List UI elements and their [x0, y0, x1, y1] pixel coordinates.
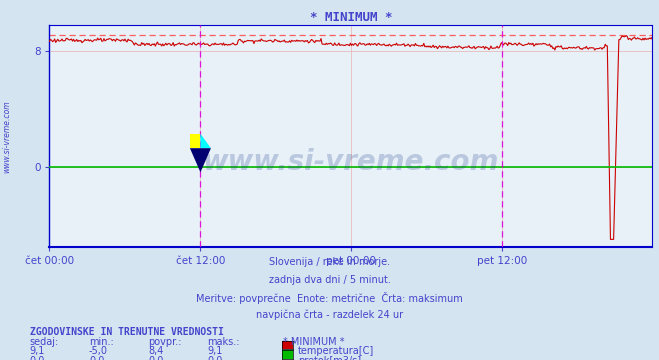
Text: 8,4: 8,4: [148, 346, 163, 356]
Polygon shape: [200, 134, 211, 148]
Text: Slovenija / reke in morje.: Slovenija / reke in morje.: [269, 257, 390, 267]
Text: -5,0: -5,0: [89, 346, 108, 356]
Polygon shape: [190, 148, 211, 172]
Text: pretok[m3/s]: pretok[m3/s]: [298, 356, 361, 360]
Text: 9,1: 9,1: [208, 346, 223, 356]
Title: * MINIMUM *: * MINIMUM *: [310, 11, 392, 24]
Text: 0,0: 0,0: [89, 356, 104, 360]
Text: * MINIMUM *: * MINIMUM *: [283, 337, 345, 347]
Text: navpična črta - razdelek 24 ur: navpična črta - razdelek 24 ur: [256, 309, 403, 320]
Text: www.si-vreme.com: www.si-vreme.com: [203, 148, 499, 176]
Text: 9,1: 9,1: [30, 346, 45, 356]
Bar: [190, 134, 200, 148]
Text: 0,0: 0,0: [30, 356, 45, 360]
Text: temperatura[C]: temperatura[C]: [298, 346, 374, 356]
Text: www.si-vreme.com: www.si-vreme.com: [2, 100, 11, 173]
Text: 0,0: 0,0: [148, 356, 163, 360]
Text: min.:: min.:: [89, 337, 114, 347]
Text: 0,0: 0,0: [208, 356, 223, 360]
Text: ZGODOVINSKE IN TRENUTNE VREDNOSTI: ZGODOVINSKE IN TRENUTNE VREDNOSTI: [30, 327, 223, 337]
Text: maks.:: maks.:: [208, 337, 240, 347]
Text: Meritve: povprečne  Enote: metrične  Črta: maksimum: Meritve: povprečne Enote: metrične Črta:…: [196, 292, 463, 304]
Text: zadnja dva dni / 5 minut.: zadnja dva dni / 5 minut.: [269, 275, 390, 285]
Text: sedaj:: sedaj:: [30, 337, 59, 347]
Text: povpr.:: povpr.:: [148, 337, 182, 347]
